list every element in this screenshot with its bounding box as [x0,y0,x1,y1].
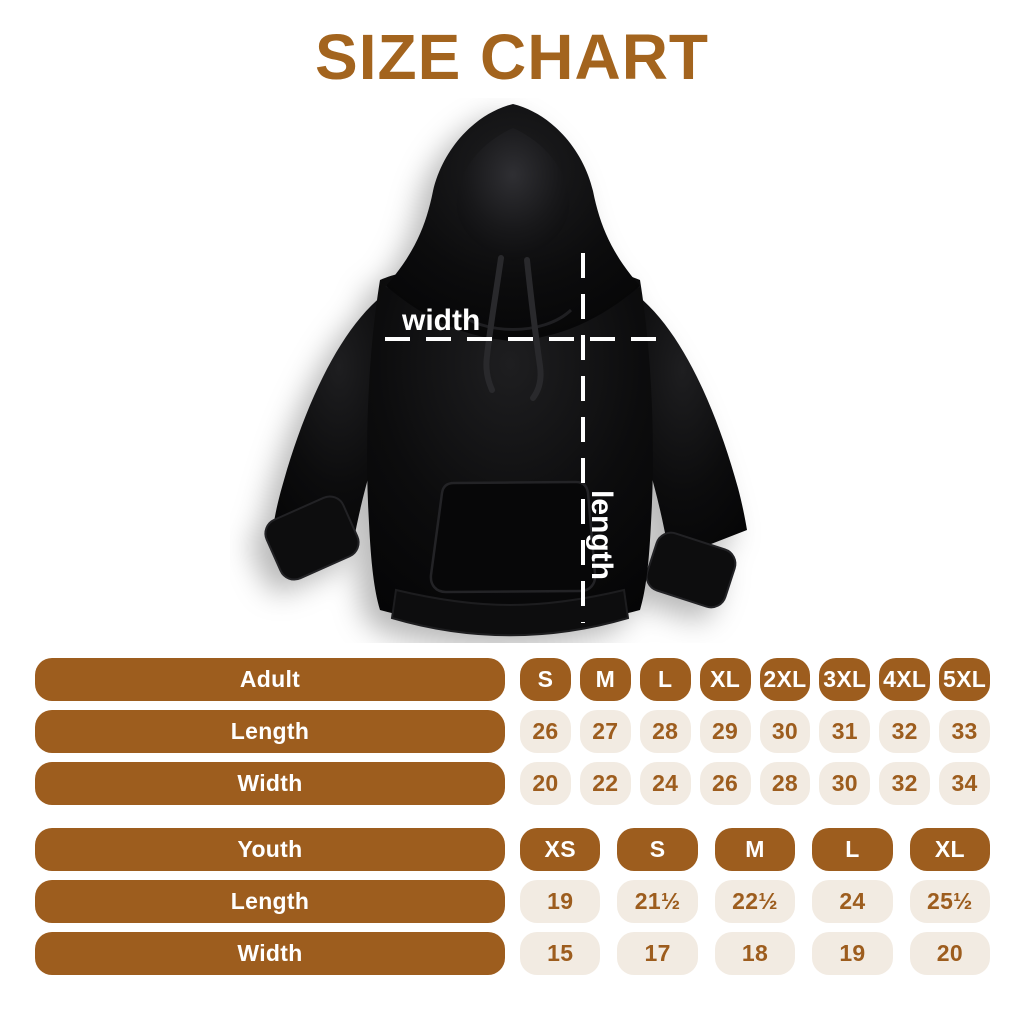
size-header: L [812,828,893,871]
width-label: width [401,304,480,337]
hoodie-right-cuff [645,531,737,609]
adult-header-row: Adult S M L XL 2XL 3XL 4XL 5XL [35,658,990,701]
value-cell: 27 [579,710,631,753]
size-header: S [520,658,571,701]
value-cell: 19 [520,880,601,923]
size-header: 5XL [939,658,990,701]
value-cell: 22 [579,762,631,805]
value-cell: 17 [617,932,698,975]
hoodie-hood-lining [456,128,570,261]
size-header: M [714,828,796,871]
youth-length-row: Length 19 21½ 22½ 24 25½ [35,880,991,923]
youth-header-row: Youth XS S M L XL [35,828,991,871]
hoodie-right-sleeve [618,296,747,560]
hoodie-pocket [429,480,597,594]
size-header: XL [699,658,751,701]
youth-size-headers: XS S M L XL [520,828,991,871]
hoodie-drawstring-left [483,255,504,393]
value-cell: 30 [819,762,871,805]
size-tables: Adult S M L XL 2XL 3XL 4XL 5XL Length 26… [35,658,991,984]
hoodie-drawstring-right [524,257,544,401]
value-cell: 28 [639,710,691,753]
adult-table-title: Adult [35,658,505,701]
row-header: Width [35,762,505,805]
size-header: M [579,658,631,701]
hoodie-hem [390,588,630,637]
hoodie-left-cuff [264,495,360,581]
value-cell: 26 [520,710,571,753]
value-cell: 22½ [714,880,796,923]
value-cell: 28 [759,762,811,805]
adult-size-table: Adult S M L XL 2XL 3XL 4XL 5XL Length 26… [35,658,990,805]
value-cell: 20 [909,932,991,975]
measurement-overlay: width length [385,253,662,623]
length-label: length [585,490,618,580]
value-cell: 32 [879,762,931,805]
adult-width-row: Width 20 22 24 26 28 30 32 34 [35,762,990,805]
hoodie-diagram: width length [264,104,747,637]
page-title: SIZE CHART [315,21,709,93]
hoodie-illustration [264,104,747,637]
value-cell: 18 [714,932,796,975]
value-cell: 20 [520,762,571,805]
value-cell: 31 [819,710,871,753]
size-header: 2XL [759,658,811,701]
value-cell: 15 [520,932,601,975]
value-cell: 19 [812,932,893,975]
value-cell: 21½ [617,880,698,923]
adult-length-row: Length 26 27 28 29 30 31 32 33 [35,710,990,753]
value-cell: 33 [939,710,990,753]
value-cell: 34 [939,762,990,805]
value-cell: 24 [812,880,893,923]
size-header: S [617,828,698,871]
youth-size-table: Youth XS S M L XL Length 19 21½ 22½ 24 2… [35,828,991,975]
size-header: 4XL [879,658,931,701]
value-cell: 30 [759,710,811,753]
value-cell: 32 [879,710,931,753]
size-header: XL [909,828,991,871]
row-header: Width [35,932,505,975]
value-cell: 29 [699,710,751,753]
youth-table-title: Youth [35,828,505,871]
row-header: Length [35,710,505,753]
row-header: Length [35,880,505,923]
size-header: 3XL [819,658,871,701]
adult-size-headers: S M L XL 2XL 3XL 4XL 5XL [520,658,990,701]
youth-width-row: Width 15 17 18 19 20 [35,932,991,975]
hoodie-collar-seam [453,308,573,331]
size-header: L [639,658,691,701]
value-cell: 24 [639,762,691,805]
value-cell: 26 [699,762,751,805]
value-cell: 25½ [909,880,991,923]
size-header: XS [520,828,601,871]
